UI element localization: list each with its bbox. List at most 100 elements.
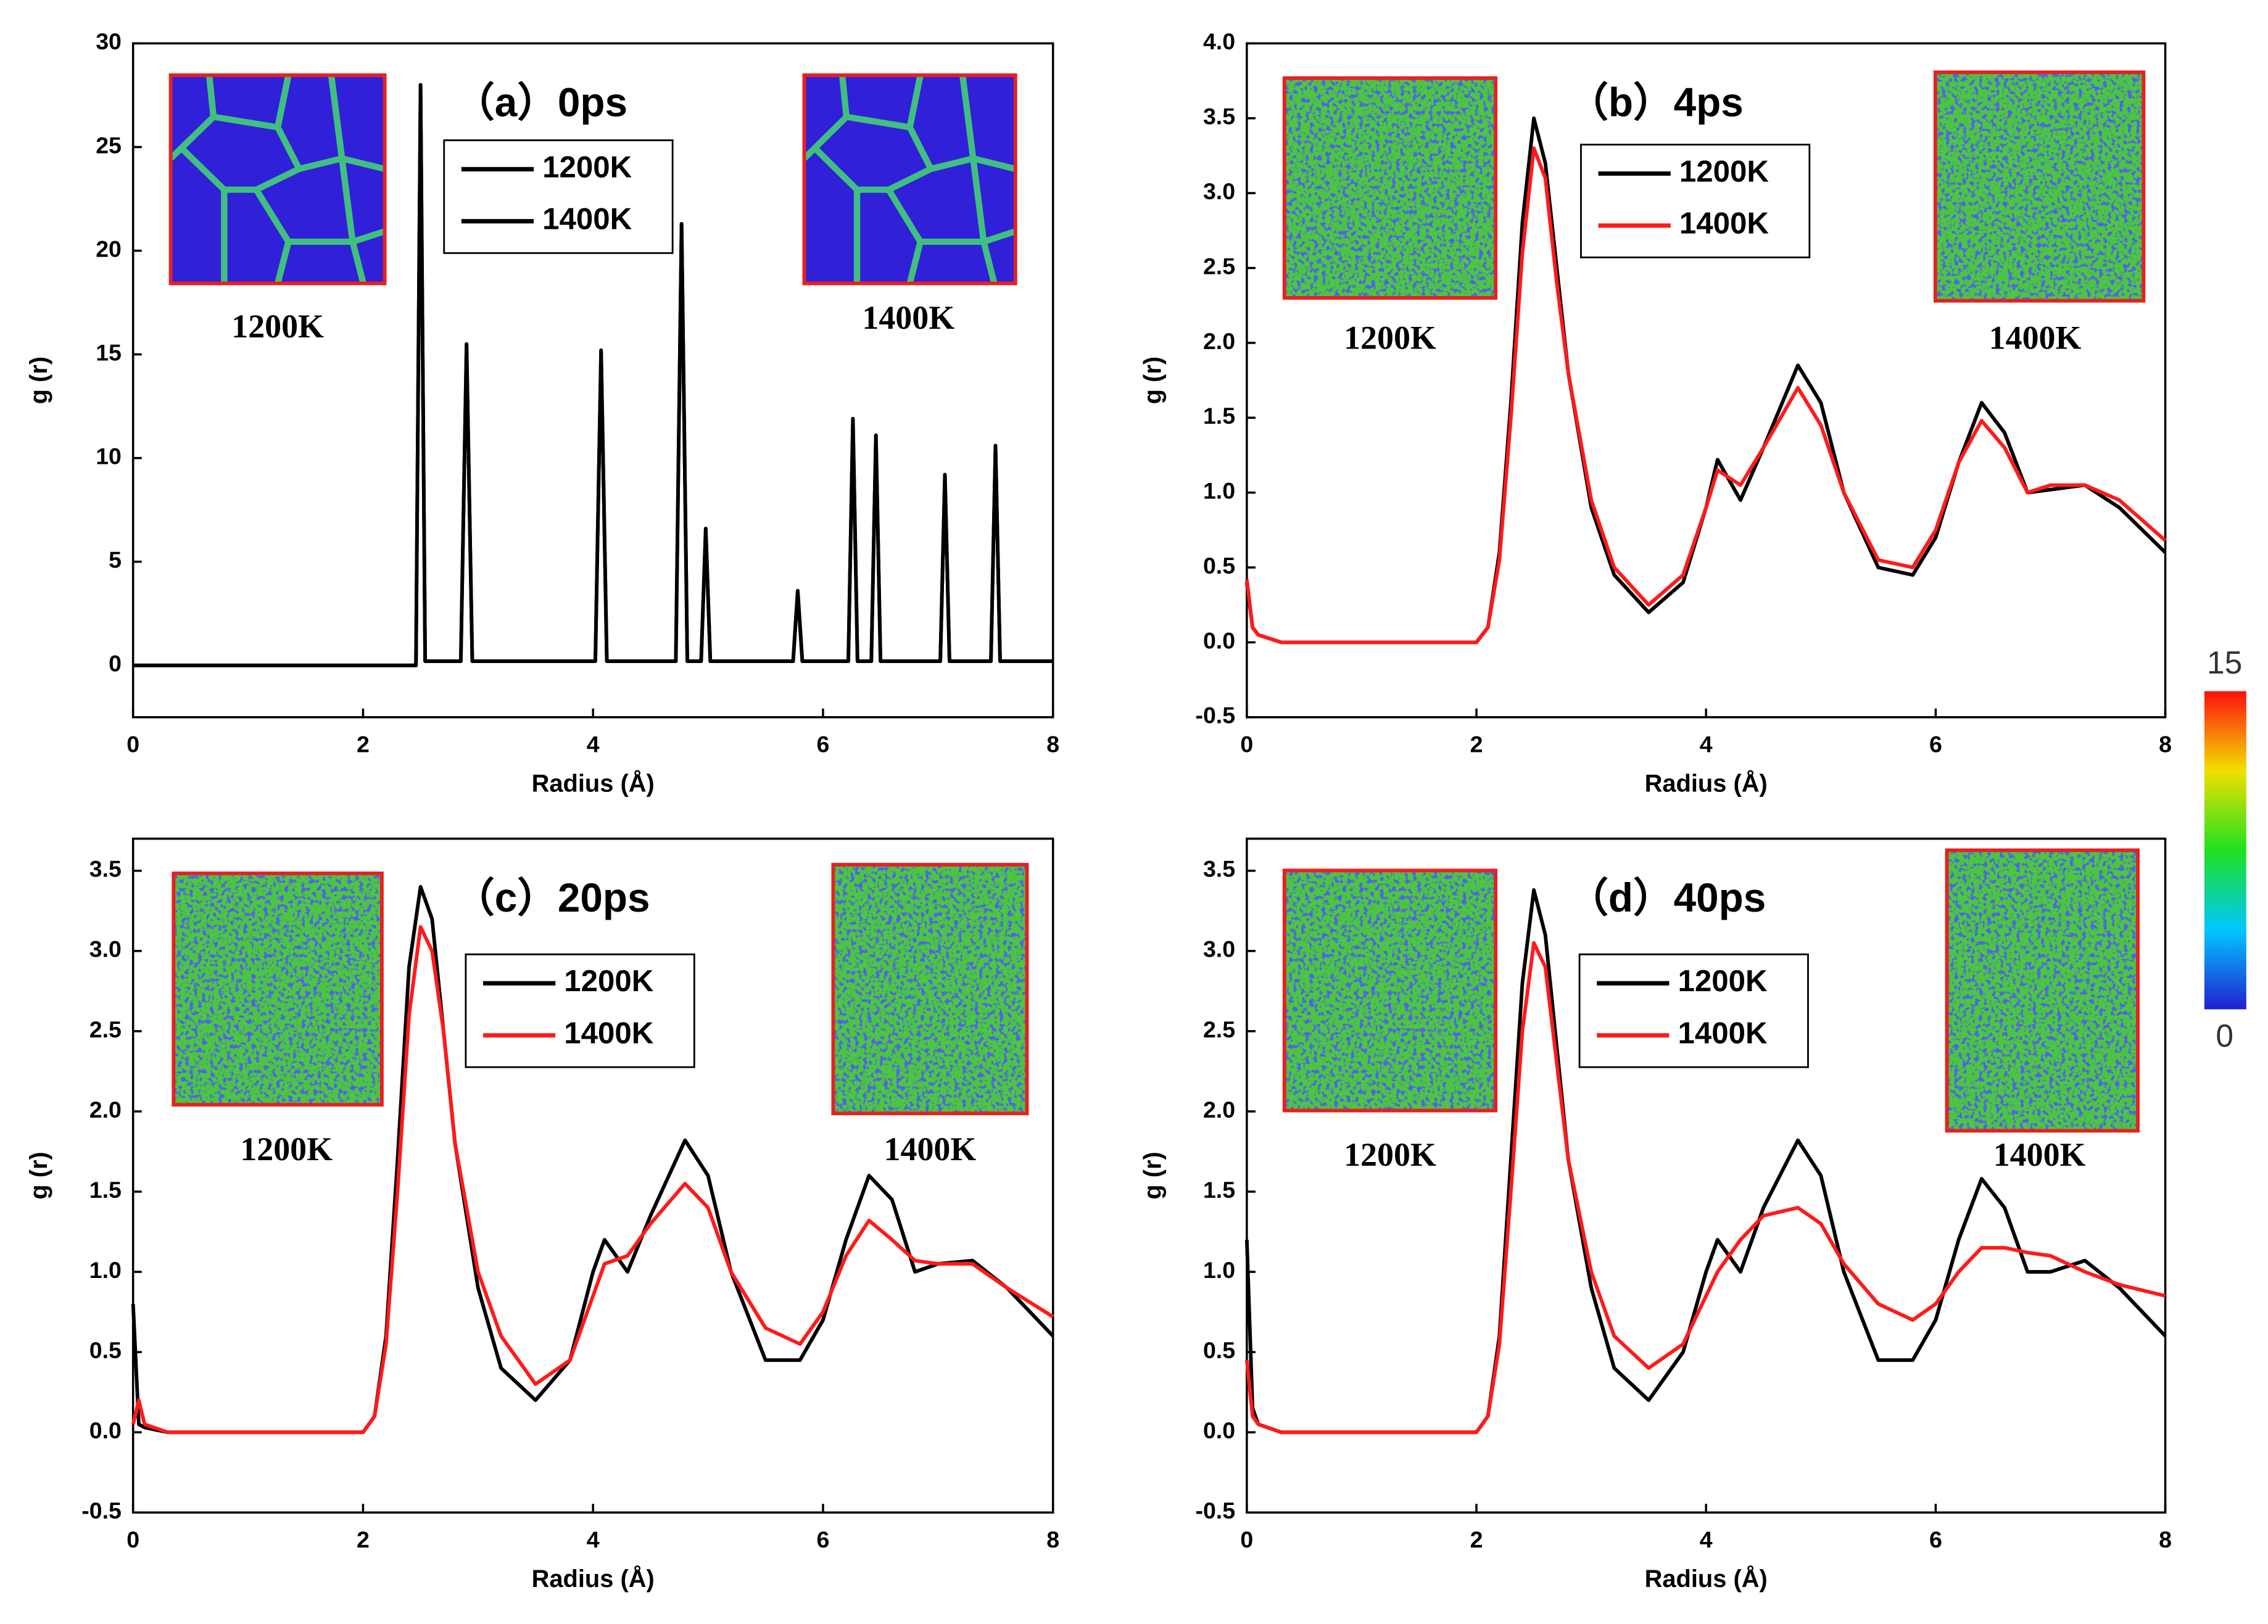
y-tick-label: 2.0: [89, 1097, 122, 1123]
y-tick-label: 0.0: [89, 1417, 122, 1443]
y-axis-label: g (r): [1139, 1152, 1166, 1199]
x-tick-label: 4: [587, 732, 600, 757]
y-tick-label: 3.5: [89, 856, 122, 882]
y-tick-label: 0.0: [1203, 627, 1235, 653]
y-tick-label: 1.5: [1203, 403, 1235, 429]
inset-noise: [1935, 72, 2144, 301]
y-tick-label: 3.0: [1203, 936, 1235, 962]
inset-border: [1282, 76, 1498, 300]
y-tick-label: 10: [96, 443, 122, 469]
inset-border: [1945, 848, 2140, 1133]
y-tick-label: 0.5: [1203, 1337, 1235, 1363]
inset-border: [831, 863, 1029, 1116]
legend-box: [1578, 953, 1809, 1068]
series-line: [1244, 941, 2166, 1435]
inset-label: 1400K: [1989, 319, 2082, 357]
y-axis-label: g (r): [1139, 357, 1166, 404]
inset-map: [171, 75, 385, 284]
inset-noise: [173, 873, 382, 1105]
inset-border: [1282, 868, 1498, 1113]
y-axis-label: g (r): [25, 357, 52, 404]
legend-box: [1580, 144, 1811, 258]
legend-label: 1200K: [564, 964, 653, 998]
y-tick-label: 0.0: [1203, 1417, 1235, 1443]
y-tick-label: 20: [96, 236, 122, 262]
colorbar: [2204, 691, 2246, 1010]
legend-label: 1400K: [1678, 1016, 1767, 1050]
x-axis-label: Radius (Å): [532, 770, 655, 798]
inset-noise: [833, 864, 1027, 1114]
y-tick-label: 30: [96, 28, 122, 54]
x-axis-label: Radius (Å): [532, 1565, 655, 1593]
inset-map: [804, 75, 1015, 284]
chart-title: （c）20ps: [454, 875, 650, 920]
x-tick-label: 2: [357, 1527, 370, 1552]
x-tick-label: 8: [1046, 1527, 1059, 1552]
x-tick-label: 6: [1929, 1527, 1942, 1552]
x-tick-label: 0: [126, 1527, 139, 1552]
legend-label: 1200K: [542, 150, 632, 184]
series-line: [133, 83, 1053, 667]
y-tick-label: 2.5: [1203, 1016, 1235, 1042]
y-tick-label: 2.5: [1203, 253, 1235, 279]
inset-label: 1200K: [1344, 319, 1436, 357]
chart-title: （d）40ps: [1568, 875, 1766, 920]
inset-label: 1200K: [1344, 1136, 1436, 1173]
x-tick-label: 0: [1240, 1527, 1253, 1552]
series-line: [1244, 146, 2167, 645]
y-tick-label: -0.5: [1195, 1498, 1235, 1523]
inset-border: [172, 872, 384, 1107]
x-tick-label: 8: [1046, 732, 1059, 757]
x-axis-label: Radius (Å): [1645, 770, 1768, 798]
y-tick-label: 2.0: [1203, 328, 1235, 354]
y-tick-label: 3.0: [1203, 178, 1235, 204]
legend-label: 1200K: [1679, 154, 1769, 188]
legend-label: 1400K: [1679, 207, 1769, 241]
x-tick-label: 0: [126, 732, 139, 757]
inset-label: 1200K: [231, 308, 324, 345]
inset-border: [802, 73, 1017, 286]
y-tick-label: 5: [109, 547, 122, 573]
y-tick-label: 2.0: [1203, 1097, 1235, 1123]
colorbar-label: 15: [2207, 645, 2242, 680]
y-tick-label: 3.5: [1203, 104, 1235, 130]
series-line: [131, 925, 1054, 1435]
x-axis-label: Radius (Å): [1645, 1565, 1768, 1593]
x-tick-label: 2: [1470, 732, 1483, 757]
inset-label: 1200K: [240, 1131, 333, 1168]
x-tick-label: 8: [2159, 732, 2172, 757]
y-tick-label: 0: [109, 651, 122, 677]
x-tick-label: 4: [1700, 1527, 1713, 1552]
x-tick-label: 6: [817, 732, 830, 757]
y-tick-label: 4.0: [1203, 28, 1235, 54]
y-tick-label: 15: [96, 339, 122, 365]
x-tick-label: 2: [1470, 1527, 1483, 1552]
x-tick-label: 6: [1929, 732, 1942, 757]
inset-border: [168, 73, 387, 286]
x-tick-label: 4: [587, 1527, 600, 1552]
inset-label: 1400K: [862, 299, 954, 336]
inset-noise: [1284, 78, 1496, 298]
inset-border: [1933, 70, 2146, 303]
x-tick-label: 2: [357, 732, 370, 757]
y-tick-label: 25: [96, 132, 122, 158]
y-tick-label: 1.0: [89, 1257, 122, 1283]
inset-label: 1400K: [1993, 1136, 2086, 1173]
y-tick-label: 1.0: [1203, 478, 1235, 504]
legend-label: 1400K: [542, 202, 632, 236]
chart-title: （a）0ps: [454, 80, 627, 125]
y-tick-label: 3.5: [1203, 856, 1235, 882]
legend-label: 1400K: [564, 1016, 653, 1050]
y-tick-label: 2.5: [89, 1016, 122, 1042]
legend-box: [443, 139, 674, 254]
x-tick-label: 8: [2159, 1527, 2172, 1552]
y-tick-label: -0.5: [1195, 703, 1235, 728]
y-tick-label: -0.5: [81, 1498, 122, 1523]
colorbar-label: 0: [2216, 1018, 2233, 1053]
y-axis-label: g (r): [25, 1152, 52, 1199]
y-tick-label: 1.0: [1203, 1257, 1235, 1283]
y-tick-label: 0.5: [1203, 553, 1235, 579]
chart-title: （b）4ps: [1568, 80, 1743, 125]
inset-noise: [1284, 870, 1496, 1111]
